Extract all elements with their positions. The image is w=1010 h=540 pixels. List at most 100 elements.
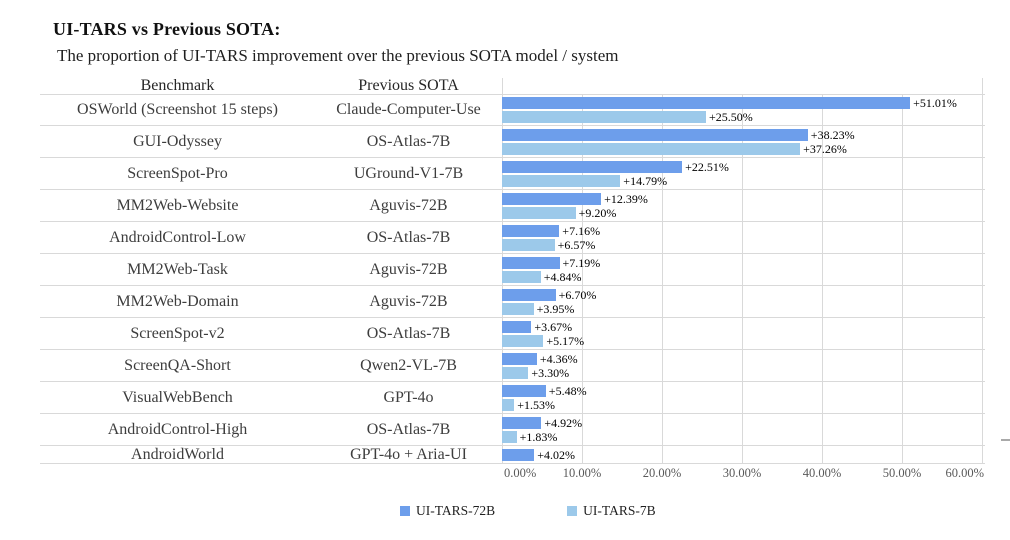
benchmark-name: VisualWebBench [122, 388, 233, 406]
bar-ui-tars-7b-value-label: +6.57% [557, 237, 596, 252]
previous-sota-name: GPT-4o + Aria-UI [350, 445, 467, 463]
legend-item-ui-tars-7b: UI-TARS-7B [567, 503, 656, 519]
bar-ui-tars-7b-line: +4.84% [502, 269, 985, 284]
benchmark-row: MM2Web-Website Aguvis-72B +12.39% +9.20% [40, 190, 985, 222]
benchmark-name: GUI-Odyssey [133, 132, 222, 150]
plot-left-border [502, 78, 503, 94]
bar-zone: +22.51% +14.79% [502, 158, 985, 189]
bar-ui-tars-7b [502, 238, 555, 251]
previous-sota-name: Aguvis-72B [369, 260, 448, 278]
bar-ui-tars-7b-line: +37.26% [502, 141, 985, 156]
bar-ui-tars-7b [502, 302, 534, 315]
bar-ui-tars-7b [502, 398, 515, 411]
benchmark-row: MM2Web-Domain Aguvis-72B +6.70% +3.95% [40, 286, 985, 318]
bar-zone: +7.16% +6.57% [502, 222, 985, 253]
benchmark-name: MM2Web-Website [116, 196, 239, 214]
bar-ui-tars-72b-line: +3.67% [502, 319, 985, 334]
bar-ui-tars-7b-value-label: +9.20% [578, 205, 617, 220]
bar-ui-tars-72b [502, 96, 911, 109]
column-header-previous-sota: Previous SOTA [358, 77, 459, 94]
bar-ui-tars-72b-value-label: +22.51% [685, 159, 729, 174]
previous-sota-name: OS-Atlas-7B [366, 324, 451, 342]
bar-ui-tars-72b-line: +38.23% [502, 127, 985, 142]
benchmark-name: ScreenSpot-v2 [130, 324, 225, 342]
bar-ui-tars-72b-value-label: +3.67% [534, 319, 573, 334]
edge-dash-mark [1001, 439, 1010, 441]
bar-ui-tars-72b-line: +7.19% [502, 255, 985, 270]
bar-ui-tars-7b [502, 142, 801, 155]
bar-ui-tars-72b [502, 352, 537, 365]
benchmark-row: ScreenSpot-v2 OS-Atlas-7B +3.67% +5.17% [40, 318, 985, 350]
bar-ui-tars-7b-value-label: +4.84% [543, 269, 582, 284]
benchmark-row: AndroidControl-High OS-Atlas-7B +4.92% +1.8… [40, 414, 985, 446]
bar-ui-tars-72b [502, 288, 556, 301]
previous-sota-name: OS-Atlas-7B [366, 228, 451, 246]
bar-ui-tars-7b [502, 174, 621, 187]
bar-ui-tars-72b-value-label: +7.19% [562, 255, 601, 270]
bar-ui-tars-72b-value-label: +4.02% [537, 447, 575, 462]
column-header-benchmark: Benchmark [140, 77, 215, 94]
bar-ui-tars-7b-line: +1.83% [502, 429, 985, 444]
benchmark-row: MM2Web-Task Aguvis-72B +7.19% +4.84% [40, 254, 985, 286]
benchmark-name: MM2Web-Domain [116, 292, 239, 310]
benchmark-row: VisualWebBench GPT-4o +5.48% +1.53% [40, 382, 985, 414]
bar-ui-tars-72b-line: +51.01% [502, 95, 985, 110]
bar-ui-tars-7b-line: +5.17% [502, 334, 985, 347]
gridline [582, 94, 583, 464]
bar-zone: +51.01% +25.50% [502, 94, 985, 125]
bar-ui-tars-72b [502, 224, 560, 237]
bar-ui-tars-7b-value-label: +3.30% [531, 365, 570, 380]
bar-ui-tars-72b [502, 416, 542, 429]
x-axis-tick-label: 0.00% [504, 466, 537, 480]
bar-ui-tars-7b-value-label: +25.50% [709, 109, 753, 124]
x-axis-tick-label: 60.00% [945, 466, 984, 480]
legend: UI-TARS-72B UI-TARS-7B [400, 503, 656, 519]
x-axis: 0.00% 10.00% 20.00% 30.00% 40.00% 50.00% 60.00… [40, 466, 985, 484]
benchmark-row: ScreenQA-Short Qwen2-VL-7B +4.36% +3.30% [40, 350, 985, 382]
bar-ui-tars-7b-value-label: +1.83% [519, 429, 558, 444]
benchmark-row: AndroidWorld GPT-4o + Aria-UI +4.02% [40, 446, 985, 464]
bar-ui-tars-7b [502, 110, 706, 123]
benchmark-name: AndroidWorld [131, 445, 224, 463]
previous-sota-name: Qwen2-VL-7B [360, 356, 457, 374]
bar-ui-tars-72b-value-label: +4.36% [539, 351, 578, 366]
bar-ui-tars-72b [502, 384, 546, 397]
bar-ui-tars-72b-value-label: +38.23% [810, 127, 855, 142]
plot-right-border [982, 78, 983, 94]
gridline [902, 94, 903, 464]
bar-ui-tars-72b [502, 192, 602, 205]
bar-ui-tars-7b-line: +6.57% [502, 237, 985, 252]
legend-item-ui-tars-72b: UI-TARS-72B [400, 503, 495, 519]
previous-sota-name: UGround-V1-7B [353, 164, 464, 182]
chart-rows: OSWorld (Screenshot 15 steps) Claude-Comp… [40, 94, 985, 464]
bar-ui-tars-72b-line: +4.36% [502, 351, 985, 366]
bar-ui-tars-7b [502, 430, 517, 443]
bar-ui-tars-72b-line: +12.39% [502, 192, 985, 205]
bar-ui-tars-7b [502, 334, 544, 347]
previous-sota-name: OS-Atlas-7B [366, 420, 451, 438]
bar-ui-tars-72b-line: +22.51% [502, 159, 985, 174]
bar-zone: +12.39% +9.20% [502, 190, 985, 221]
gridline [822, 94, 823, 464]
bar-ui-tars-72b-value-label: +6.70% [558, 287, 597, 302]
bar-zone: +38.23% +37.26% [502, 126, 985, 157]
bar-ui-tars-72b [502, 320, 532, 333]
previous-sota-name: Aguvis-72B [369, 196, 448, 214]
x-axis-tick-label: 10.00% [562, 466, 602, 480]
bar-ui-tars-7b-value-label: +37.26% [803, 141, 847, 156]
x-axis-tick-label: 50.00% [882, 466, 922, 480]
bar-zone: +6.70% +3.95% [502, 286, 985, 317]
bar-chart: Benchmark Previous SOTA OSWorld (Screens… [40, 77, 985, 480]
bar-zone: +4.92% +1.83% [502, 414, 985, 445]
bar-ui-tars-7b-line: +25.50% [502, 109, 985, 124]
x-axis-tick-label: 40.00% [802, 466, 842, 480]
bar-zone: +4.02% [502, 446, 985, 463]
legend-swatch-7b-icon [567, 506, 578, 516]
x-axis-tick-label: 20.00% [642, 466, 682, 480]
bar-ui-tars-7b [502, 366, 529, 379]
benchmark-row: GUI-Odyssey OS-Atlas-7B +38.23% +37.26% [40, 126, 985, 158]
bar-ui-tars-72b-value-label: +51.01% [913, 95, 957, 110]
benchmark-name: ScreenQA-Short [124, 356, 231, 374]
gridline [742, 94, 743, 464]
bar-zone: +3.67% +5.17% [502, 318, 985, 349]
